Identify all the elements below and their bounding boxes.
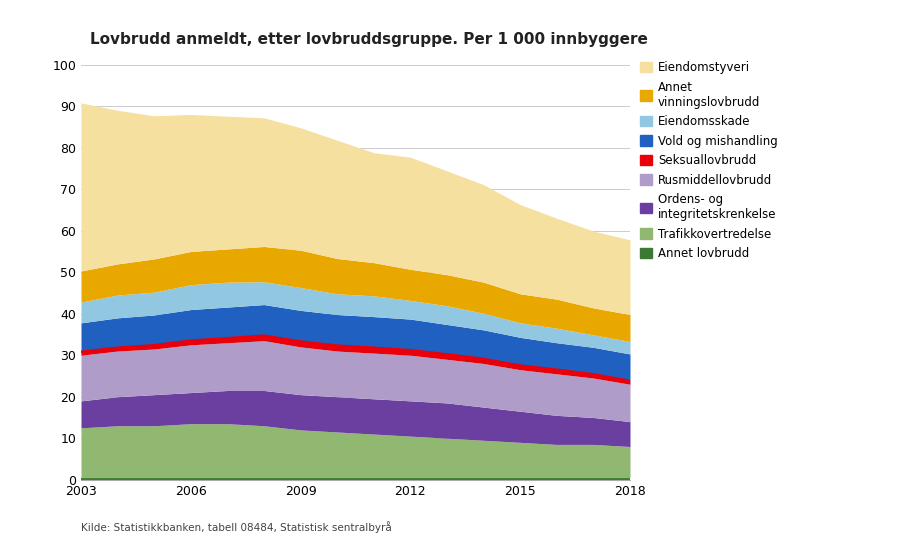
Legend: Eiendomstyveri, Annet
vinningslovbrudd, Eiendomsskade, Vold og mishandling, Seks: Eiendomstyveri, Annet vinningslovbrudd, … — [635, 57, 782, 265]
Text: Kilde: Statistikkbanken, tabell 08484, Statistisk sentralbyrå: Kilde: Statistikkbanken, tabell 08484, S… — [81, 521, 392, 533]
Text: Lovbrudd anmeldt, etter lovbruddsgruppe. Per 1 000 innbyggere: Lovbrudd anmeldt, etter lovbruddsgruppe.… — [90, 32, 648, 47]
